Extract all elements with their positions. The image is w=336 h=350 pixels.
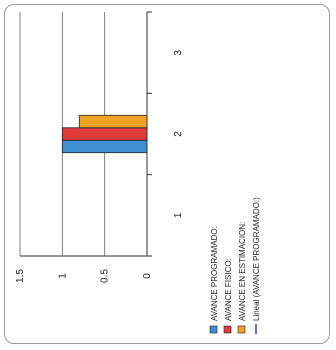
category-tick-label: 1 (173, 212, 184, 218)
legend-item: Lineal (AVANCE PROGRAMADO:) (252, 197, 261, 334)
legend-swatch (209, 325, 218, 334)
category-tick-label: 2 (173, 131, 184, 137)
bar (61, 139, 148, 154)
axes (20, 11, 152, 257)
chart-frame (4, 4, 330, 344)
value-axis-ticks: 0 0.5 1 1.5 (15, 269, 153, 283)
legend-label: AVANCE EN ESTIMACION: (238, 222, 247, 321)
legend-label: Lineal (AVANCE PROGRAMADO:) (252, 197, 261, 321)
bars (61, 114, 148, 154)
legend-swatch (237, 325, 246, 334)
legend-label: AVANCE FISICO: (224, 258, 233, 321)
category-tick-label: 3 (173, 49, 184, 55)
value-tick-label: 0.5 (100, 269, 111, 283)
value-tick-label: 1 (57, 273, 68, 279)
legend-swatch (223, 325, 232, 334)
value-tick-label: 1.5 (15, 269, 26, 283)
legend-label: AVANCE PROGRAMADO: (210, 226, 219, 321)
legend-item: AVANCE FISICO: (223, 258, 233, 334)
category-axis-ticks: 1 2 3 (173, 49, 184, 218)
legend-item: AVANCE PROGRAMADO: (209, 226, 219, 334)
bar (78, 114, 148, 129)
value-tick-label: 0 (142, 273, 153, 279)
legend: AVANCE PROGRAMADO: AVANCE FISICO: AVANCE E… (209, 197, 261, 334)
bar (61, 127, 148, 141)
legend-item: AVANCE EN ESTIMACION: (237, 222, 247, 334)
